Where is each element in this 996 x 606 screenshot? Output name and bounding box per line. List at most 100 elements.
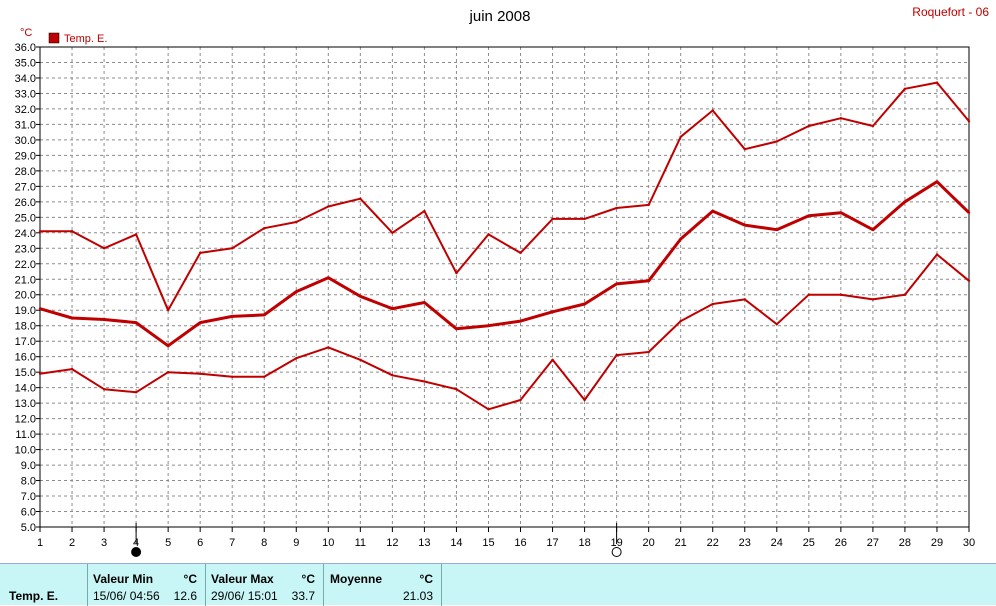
y-tick-label: 29.0 — [15, 150, 36, 162]
x-tick-label: 6 — [197, 537, 203, 549]
x-tick-label: 21 — [675, 537, 687, 549]
data-point-max — [583, 217, 586, 221]
data-point-max — [38, 230, 42, 233]
data-point-max — [711, 109, 714, 112]
legend-label: Temp. E. — [64, 33, 107, 45]
series-line-max — [40, 81, 970, 312]
data-point-max — [647, 203, 650, 207]
x-tick-label: 17 — [546, 537, 558, 549]
data-point-mean — [231, 315, 234, 318]
chart-title: juin 2008 — [469, 8, 531, 25]
x-tick-label: 29 — [931, 537, 943, 549]
data-point-min — [263, 375, 266, 379]
data-point-mean — [102, 318, 106, 321]
y-tick-label: 9.0 — [21, 460, 36, 472]
y-tick-label: 34.0 — [15, 73, 36, 85]
data-point-mean — [166, 344, 170, 348]
y-tick-label: 32.0 — [15, 104, 36, 116]
data-point-mean — [391, 307, 394, 310]
x-tick-label: 5 — [165, 537, 171, 549]
x-tick-label: 25 — [803, 537, 815, 549]
y-tick-label: 35.0 — [15, 57, 36, 69]
data-point-mean — [935, 180, 939, 183]
data-point-max — [166, 309, 170, 312]
stats-max-header: Valeur Max — [211, 572, 274, 586]
data-point-min — [391, 374, 394, 377]
x-tick-label: 27 — [867, 537, 879, 549]
stats-min-date: 15/06/ 04:56 — [93, 589, 160, 603]
data-point-mean — [198, 321, 202, 324]
y-tick-label: 24.0 — [15, 228, 36, 240]
data-point-mean — [327, 276, 330, 279]
y-tick-label: 30.0 — [15, 135, 36, 147]
stats-row-label: Temp. E. — [9, 589, 59, 603]
y-tick-label: 33.0 — [15, 88, 36, 100]
x-tick-label: 2 — [69, 537, 75, 549]
grid — [40, 47, 969, 527]
data-point-max — [871, 124, 875, 128]
data-point-mean — [551, 310, 554, 313]
data-point-max — [935, 81, 939, 84]
y-tick-label: 5.0 — [21, 522, 36, 534]
data-point-min — [102, 387, 106, 391]
x-tick-label: 14 — [450, 537, 462, 549]
y-tick-label: 15.0 — [15, 367, 36, 379]
data-point-min — [70, 367, 74, 371]
y-tick-label: 17.0 — [15, 336, 36, 348]
data-point-max — [423, 209, 426, 213]
data-point-max — [903, 87, 907, 91]
x-tick-label: 23 — [739, 537, 751, 549]
stats-min-value: 12.6 — [173, 589, 197, 603]
data-point-mean — [711, 209, 714, 213]
series-line-min — [39, 253, 970, 411]
data-point-min — [807, 293, 811, 296]
data-point-mean — [807, 214, 811, 217]
data-point-max — [198, 251, 202, 255]
stats-min-unit: °C — [183, 572, 197, 586]
data-point-min — [679, 319, 682, 323]
data-point-mean — [839, 211, 843, 214]
x-tick-label: 20 — [643, 537, 655, 549]
series-line-mean — [39, 180, 971, 348]
data-point-max — [295, 220, 298, 224]
full-moon-icon — [611, 547, 622, 557]
data-point-max — [967, 120, 971, 123]
stats-min-header: Valeur Min — [93, 572, 154, 586]
y-tick-label: 8.0 — [21, 476, 36, 488]
stats-min-cell: Valeur Min °C 15/06/ 04:56 12.6 — [88, 564, 206, 606]
x-tick-label: 22 — [707, 537, 719, 549]
data-point-min — [359, 358, 362, 361]
y-tick-label: 13.0 — [15, 398, 36, 410]
stats-panel: Temp. E. Valeur Min °C 15/06/ 04:56 12.6… — [0, 563, 996, 606]
y-tick-label: 25.0 — [15, 212, 36, 224]
data-point-max — [807, 124, 811, 128]
data-point-min — [839, 293, 843, 296]
y-tick-label: 12.0 — [15, 414, 36, 426]
y-tick-label: 26.0 — [15, 197, 36, 209]
data-point-min — [134, 391, 138, 394]
y-tick-label: 28.0 — [15, 166, 36, 178]
x-tick-label: 7 — [229, 537, 235, 549]
data-point-min — [711, 302, 714, 306]
data-point-min — [551, 358, 554, 361]
data-point-max — [487, 233, 490, 236]
data-point-min — [871, 298, 875, 301]
axes: 5.0 6.0 7.0 8.0 9.0 10.0 11.0 12.0 13.0 14.0 15.0 1… — [15, 42, 976, 549]
stats-mean-value: 21.03 — [402, 589, 433, 603]
data-point-min — [166, 370, 170, 374]
x-tick-label: 9 — [293, 537, 299, 549]
data-point-min — [935, 253, 939, 256]
data-point-max — [615, 206, 618, 210]
y-tick-label: 19.0 — [15, 305, 36, 317]
y-tick-label: 14.0 — [15, 383, 36, 395]
data-point-min — [967, 279, 971, 283]
stats-mean-unit: °C — [419, 572, 433, 586]
data-point-mean — [38, 307, 42, 310]
x-tick-label: 3 — [101, 537, 107, 549]
x-tick-label: 12 — [386, 537, 398, 549]
data-point-max — [839, 117, 843, 120]
x-tick-label: 1 — [37, 537, 43, 549]
data-point-mean — [423, 301, 426, 304]
y-tick-label: 7.0 — [21, 491, 36, 503]
data-point-min — [743, 298, 746, 301]
